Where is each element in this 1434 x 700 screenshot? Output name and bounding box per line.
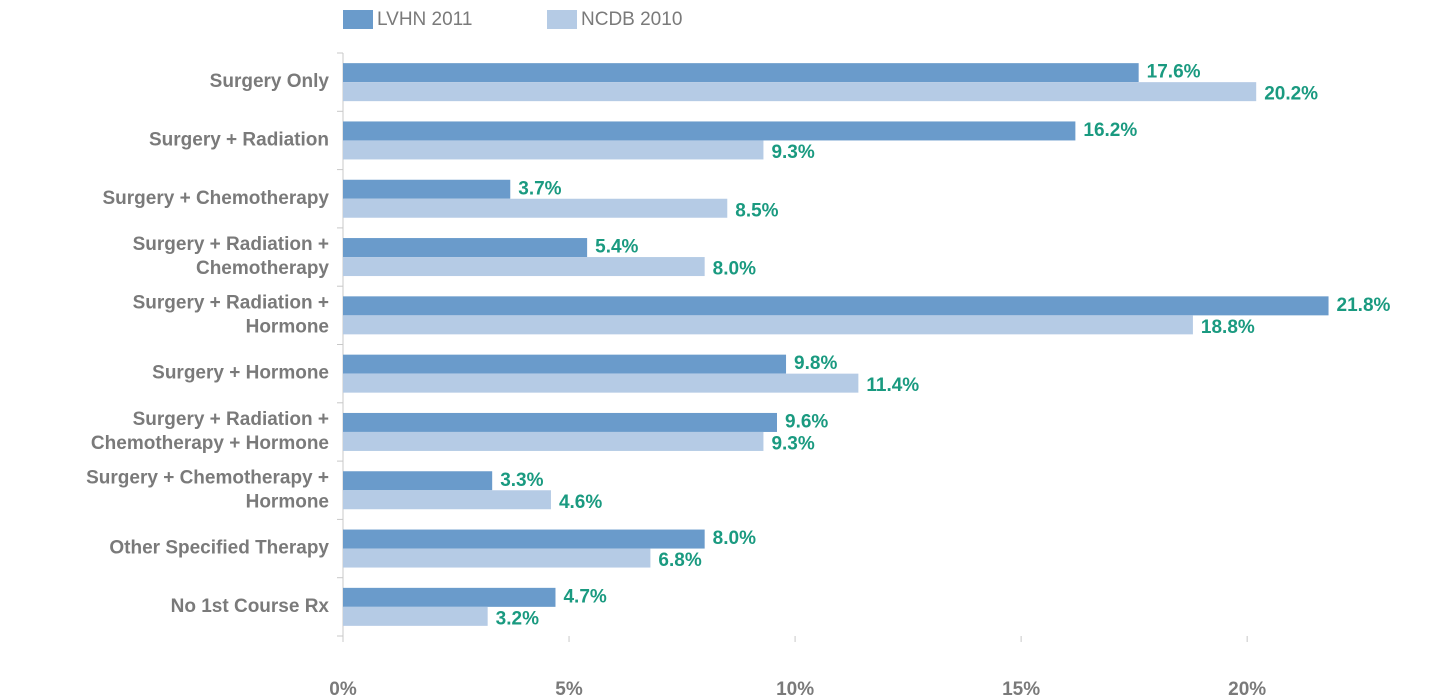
value-label: 21.8% — [1337, 295, 1391, 316]
value-label: 9.3% — [771, 433, 814, 454]
value-label: 8.0% — [713, 528, 756, 549]
category-label: No 1st Course Rx — [171, 596, 330, 617]
value-label: 18.8% — [1201, 317, 1255, 338]
category-label: Surgery + Radiation + — [133, 292, 329, 313]
bar — [343, 606, 488, 626]
bar — [343, 548, 651, 568]
category-label: Surgery + Hormone — [152, 363, 329, 384]
value-label: 9.3% — [771, 142, 814, 163]
value-label: 17.6% — [1147, 62, 1201, 83]
category-label: Chemotherapy — [196, 258, 329, 279]
value-label: 6.8% — [658, 550, 701, 571]
value-label: 3.7% — [518, 178, 561, 199]
bar — [343, 63, 1139, 83]
legend-label: LVHN 2011 — [377, 9, 472, 30]
bar — [343, 412, 777, 432]
bar — [343, 354, 787, 374]
bar — [343, 315, 1193, 335]
x-tick-label: 20% — [1228, 679, 1266, 700]
value-label: 20.2% — [1264, 84, 1318, 105]
category-label: Other Specified Therapy — [109, 538, 329, 559]
x-tick-label: 10% — [776, 679, 814, 700]
category-label: Hormone — [246, 316, 329, 337]
bar — [343, 490, 551, 510]
bar — [343, 431, 764, 451]
bar — [343, 179, 511, 199]
bar — [343, 238, 588, 258]
value-label: 11.4% — [866, 375, 919, 396]
category-label: Surgery + Radiation — [149, 129, 329, 150]
bar — [343, 373, 859, 393]
legend-swatch — [547, 10, 577, 29]
category-label: Surgery + Chemotherapy + — [86, 467, 329, 488]
category-label: Surgery + Chemotherapy — [103, 188, 330, 209]
bar — [343, 257, 705, 277]
value-label: 4.7% — [563, 586, 606, 607]
value-label: 3.3% — [500, 470, 543, 491]
legend-swatch — [343, 10, 373, 29]
value-label: 4.6% — [559, 492, 602, 513]
x-tick-label: 5% — [555, 679, 583, 700]
x-tick-label: 15% — [1002, 679, 1040, 700]
category-label: Hormone — [246, 491, 329, 512]
bar — [343, 140, 764, 160]
value-label: 8.5% — [735, 200, 778, 221]
x-tick-label: 0% — [329, 679, 357, 700]
category-label: Surgery + Radiation + — [133, 409, 329, 430]
value-label: 8.0% — [713, 259, 756, 280]
bar — [343, 587, 556, 607]
value-label: 16.2% — [1083, 120, 1137, 141]
bar — [343, 198, 728, 218]
category-label: Surgery + Radiation + — [133, 234, 329, 255]
bar — [343, 529, 705, 549]
category-label: Chemotherapy + Hormone — [91, 433, 329, 454]
bar — [343, 121, 1076, 141]
value-label: 9.8% — [794, 353, 837, 374]
legend-label: NCDB 2010 — [581, 9, 682, 30]
bar — [343, 296, 1329, 316]
bar — [343, 82, 1257, 102]
value-label: 3.2% — [496, 608, 539, 629]
bar — [343, 471, 493, 491]
value-label: 5.4% — [595, 237, 638, 258]
value-label: 9.6% — [785, 411, 828, 432]
category-label: Surgery Only — [210, 71, 330, 92]
